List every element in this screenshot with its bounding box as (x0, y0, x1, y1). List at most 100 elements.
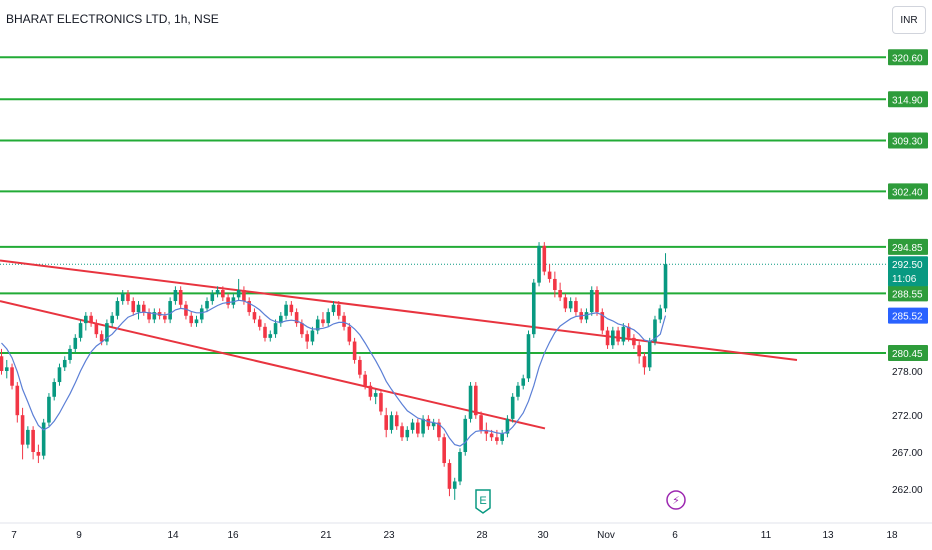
candle-body (273, 323, 278, 335)
price-tick-label: 278.00 (892, 367, 923, 378)
candle (563, 293, 568, 313)
candle (115, 297, 120, 320)
candle-body (495, 437, 499, 441)
candle (105, 319, 109, 346)
earnings-event-icon[interactable]: E (475, 489, 491, 514)
candle-body (189, 315, 194, 324)
candle (126, 290, 130, 305)
candle-body (41, 422, 46, 456)
candle-body (321, 319, 325, 324)
candle (168, 297, 172, 324)
chart-title: BHARAT ELECTRONICS LTD, 1h, NSE (6, 12, 219, 26)
candle-body (458, 452, 462, 482)
candle (421, 415, 425, 438)
candle (637, 341, 641, 364)
candle-body (15, 385, 20, 416)
currency-button[interactable]: INR (892, 6, 926, 34)
candle-body (99, 334, 104, 342)
candle (84, 312, 88, 331)
candle-body (305, 334, 309, 342)
candle (215, 286, 220, 298)
candle (363, 371, 367, 390)
candle (73, 334, 78, 353)
candle (15, 382, 20, 423)
candle-body (611, 330, 615, 346)
candle (658, 304, 663, 324)
candle-body (26, 429, 30, 445)
candle (199, 304, 204, 324)
candle (547, 264, 552, 283)
candle (452, 477, 457, 500)
candle-body (20, 415, 25, 445)
level-tag-bg (888, 344, 928, 361)
candle (321, 312, 325, 327)
candle (394, 411, 399, 430)
candle-body (263, 326, 267, 338)
candle (653, 315, 657, 346)
candle (120, 290, 125, 305)
candle-body (115, 301, 120, 316)
candle-body (479, 415, 483, 430)
candle-body (363, 374, 367, 386)
time-tick-label: 11 (761, 530, 772, 541)
time-axis: 7 9 14 16 21 23 28 30 Nov 6 11 13 18 (0, 522, 932, 541)
candle-body (131, 301, 136, 313)
moving-average-line (1, 299, 667, 447)
candle-body (505, 418, 510, 434)
candle-body (215, 290, 220, 294)
candle (352, 337, 357, 364)
events[interactable]: E ⚡ (475, 489, 686, 514)
candle (500, 429, 504, 445)
level-tag-bg (888, 91, 928, 108)
candle (41, 418, 46, 460)
candle-body (463, 418, 468, 452)
candle-body (389, 415, 394, 430)
candle-body (168, 301, 172, 320)
candle-body (663, 264, 668, 309)
candle-body (120, 293, 125, 302)
candle (663, 253, 668, 313)
price-tick-label: 272.00 (892, 411, 923, 422)
candle (52, 378, 56, 401)
candle-body (136, 304, 141, 313)
candle-body (110, 315, 114, 324)
candle (147, 308, 151, 324)
candle (447, 459, 452, 497)
candle-body (600, 312, 605, 331)
candle-body (373, 393, 378, 397)
candle (310, 326, 315, 346)
candle (379, 389, 383, 416)
candle (611, 326, 615, 349)
dividend-label: ⚡ (672, 494, 680, 507)
time-tick-label: 14 (167, 530, 179, 541)
time-tick-label: 7 (11, 530, 17, 541)
candle-body (626, 326, 631, 338)
trendlines (0, 259, 798, 430)
candle (584, 308, 589, 324)
candle (368, 382, 373, 401)
candle (152, 308, 157, 324)
dividend-event-icon[interactable]: ⚡ (666, 490, 686, 510)
candle (437, 418, 441, 441)
level-tag-bg (888, 132, 928, 149)
candle (326, 308, 331, 327)
candle-body (257, 319, 262, 327)
candle-body (426, 418, 431, 427)
candle-body (289, 304, 294, 313)
candle-body (416, 422, 420, 434)
candle-body (36, 452, 41, 456)
ma-value-tag: 285.52 (892, 312, 923, 323)
candle-body (358, 359, 362, 375)
candle (605, 326, 610, 349)
candle (178, 286, 183, 309)
candle-body (468, 385, 473, 419)
candle-body (553, 278, 557, 290)
candle-body (242, 290, 246, 302)
candle (521, 374, 526, 390)
candle (10, 363, 14, 390)
candle (526, 330, 531, 383)
candle-body (516, 385, 520, 397)
candle (626, 323, 631, 342)
candle-body (484, 429, 489, 434)
